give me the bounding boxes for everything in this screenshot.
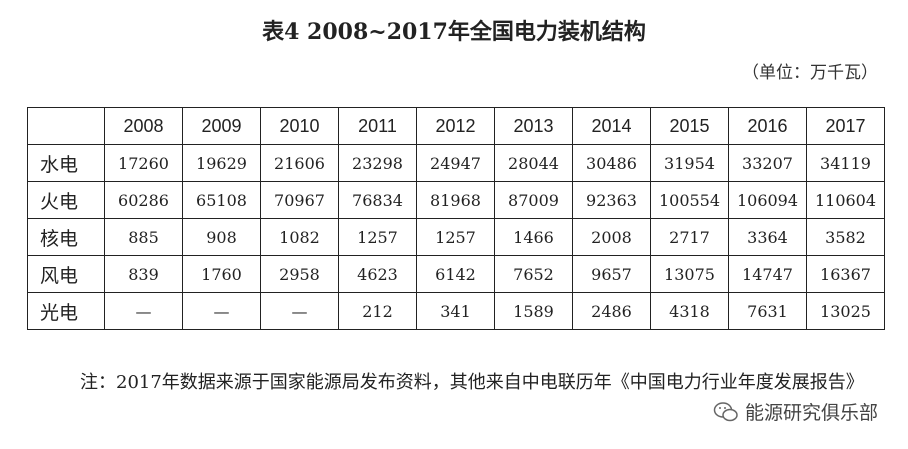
table-cell: 81968 xyxy=(416,181,495,219)
table-cell: 2008 xyxy=(572,218,651,256)
table-cell: 16367 xyxy=(806,255,885,293)
column-header: 2013 xyxy=(494,107,573,145)
table-cell: 3364 xyxy=(728,218,807,256)
table-cell: 106094 xyxy=(728,181,807,219)
table-cell: — xyxy=(182,292,261,330)
table-cell: 13025 xyxy=(806,292,885,330)
table-cell: — xyxy=(104,292,183,330)
table-cell: 21606 xyxy=(260,144,339,182)
table-cell: 92363 xyxy=(572,181,651,219)
row-label: 光电 xyxy=(27,292,105,330)
table-cell: 30486 xyxy=(572,144,651,182)
row-label: 火电 xyxy=(27,181,105,219)
table-cell: 34119 xyxy=(806,144,885,182)
table-cell: 212 xyxy=(338,292,417,330)
table-cell: 6142 xyxy=(416,255,495,293)
table-cell: 1257 xyxy=(416,218,495,256)
table-cell: 100554 xyxy=(650,181,729,219)
watermark-text: 能源研究俱乐部 xyxy=(744,402,878,424)
table-cell: 7652 xyxy=(494,255,573,293)
column-header: 2014 xyxy=(572,107,651,145)
table-cell: 341 xyxy=(416,292,495,330)
wechat-icon xyxy=(713,401,738,421)
row-label: 风电 xyxy=(27,255,105,293)
table-cell: 28044 xyxy=(494,144,573,182)
column-header: 2015 xyxy=(650,107,729,145)
table-cell: 87009 xyxy=(494,181,573,219)
table-cell: 14747 xyxy=(728,255,807,293)
table-cell: 2486 xyxy=(572,292,651,330)
capacity-table: 2008 2009 2010 2011 2012 2013 2014 2015 2016 2017… xyxy=(27,107,885,330)
table-cell: 3582 xyxy=(806,218,885,256)
table-cell: 33207 xyxy=(728,144,807,182)
table-row: 火电 60286 65108 70967 76834 81968 87009 92363 100… xyxy=(27,181,885,219)
table-row: 核电 885 908 1082 1257 1257 1466 2008 2717 3364 3582 xyxy=(27,218,885,256)
table-cell: — xyxy=(260,292,339,330)
table-row: 水电 17260 19629 21606 23298 24947 28044 30486 319… xyxy=(27,144,885,182)
table-cell: 7631 xyxy=(728,292,807,330)
footnote: 注：2017年数据来源于国家能源局发布资料，其他来自中电联历年《中国电力行业年度… xyxy=(80,372,864,393)
column-header: 2010 xyxy=(260,107,339,145)
table-cell: 65108 xyxy=(182,181,261,219)
table-row: 光电 — — —212 341 1589 2486 4318 7631 13025 xyxy=(27,292,885,330)
header-row: 2008 2009 2010 2011 2012 2013 2014 2015 2016 2017 xyxy=(27,107,885,145)
table-cell: 885 xyxy=(104,218,183,256)
table-cell: 1257 xyxy=(338,218,417,256)
table-cell: 24947 xyxy=(416,144,495,182)
table-cell: 60286 xyxy=(104,181,183,219)
column-header xyxy=(27,107,105,145)
table-cell: 76834 xyxy=(338,181,417,219)
table-cell: 9657 xyxy=(572,255,651,293)
column-header: 2009 xyxy=(182,107,261,145)
watermark: 能源研究俱乐部 xyxy=(712,398,878,425)
table-cell: 31954 xyxy=(650,144,729,182)
table-cell: 110604 xyxy=(806,181,885,219)
table-cell: 2717 xyxy=(650,218,729,256)
column-header: 2008 xyxy=(104,107,183,145)
table-cell: 4623 xyxy=(338,255,417,293)
table-cell: 23298 xyxy=(338,144,417,182)
table-cell: 19629 xyxy=(182,144,261,182)
table-cell: 1589 xyxy=(494,292,573,330)
table-cell: 13075 xyxy=(650,255,729,293)
column-header: 2011 xyxy=(338,107,417,145)
column-header: 2016 xyxy=(728,107,807,145)
table-cell: 2958 xyxy=(260,255,339,293)
table-row: 风电 839 1760 2958 4623 6142 7652 9657 13075 14747 1… xyxy=(27,255,885,293)
row-label: 核电 xyxy=(27,218,105,256)
table-cell: 1466 xyxy=(494,218,573,256)
table-cell: 17260 xyxy=(104,144,183,182)
column-header: 2012 xyxy=(416,107,495,145)
table-cell: 1760 xyxy=(182,255,261,293)
row-label: 水电 xyxy=(27,144,105,182)
table-cell: 1082 xyxy=(260,218,339,256)
unit-label: （单位：万千瓦） xyxy=(742,63,878,83)
table-cell: 908 xyxy=(182,218,261,256)
table-title: 表4 2008~2017年全国电力装机结构 xyxy=(262,19,646,45)
table-cell: 839 xyxy=(104,255,183,293)
table-cell: 4318 xyxy=(650,292,729,330)
table-cell: 70967 xyxy=(260,181,339,219)
column-header: 2017 xyxy=(806,107,885,145)
